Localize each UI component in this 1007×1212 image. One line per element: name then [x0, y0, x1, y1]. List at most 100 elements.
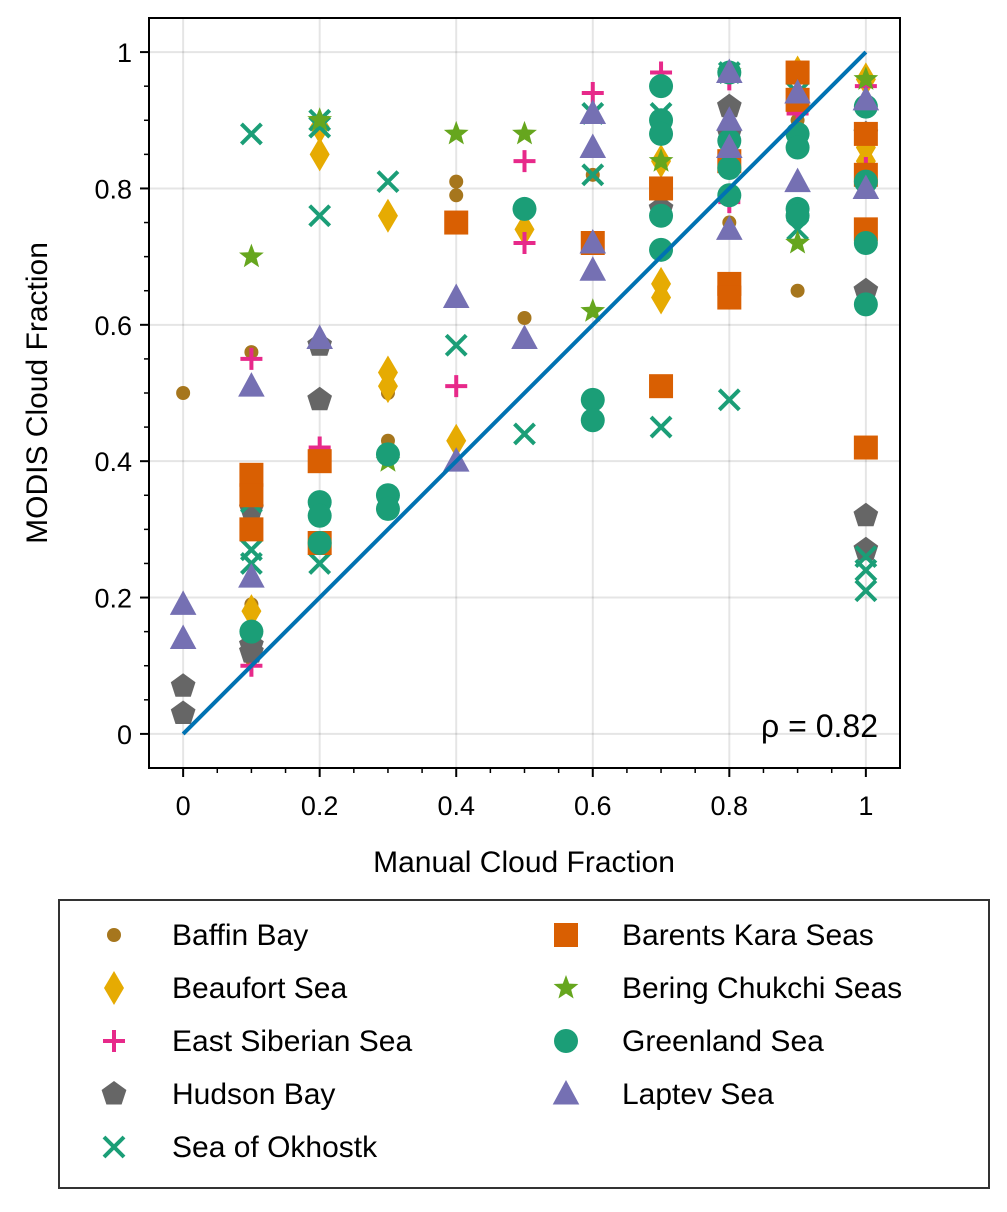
data-point: [717, 183, 742, 208]
data-point: [853, 536, 879, 561]
data-point: [307, 386, 332, 411]
data-point: [513, 232, 536, 254]
data-point: [241, 594, 262, 629]
data-point: [649, 203, 674, 228]
legend-label: East Siberian Sea: [172, 1025, 412, 1058]
legend: Baffin Bay Beaufort Sea East Siberian Sea H…: [101, 919, 902, 1164]
data-point: [854, 558, 878, 582]
data-point: [517, 311, 532, 325]
series-sea-of-okhostk: [239, 61, 878, 603]
data-point: [170, 700, 196, 724]
data-point: [648, 148, 674, 172]
data-point: [716, 133, 743, 159]
data-point: [442, 283, 470, 309]
data-point: [581, 163, 605, 187]
data-point: [239, 243, 264, 268]
data-point: [449, 174, 464, 189]
data-point: [580, 387, 605, 412]
series-baffin-bay: [176, 113, 873, 666]
data-point: [444, 333, 468, 357]
x-tick-label: 0.4: [437, 791, 475, 821]
data-point: [649, 74, 674, 99]
y-tick-label: 0.6: [94, 311, 132, 341]
data-point: [716, 106, 743, 131]
data-point: [176, 386, 191, 400]
data-point: [449, 188, 464, 203]
data-point: [580, 298, 606, 322]
data-point: [239, 483, 264, 508]
y-tick-label: 0.2: [94, 584, 132, 614]
data-point: [445, 375, 468, 398]
data-point: [649, 121, 674, 146]
data-point: [375, 496, 400, 521]
legend-marker: [107, 928, 121, 942]
legend-marker: [102, 1135, 126, 1159]
data-point: [307, 107, 332, 131]
data-point: [784, 167, 811, 193]
data-point: [853, 292, 878, 317]
y-tick-label: 0.8: [94, 174, 132, 204]
data-point: [852, 85, 880, 111]
one-to-one-line: [181, 50, 868, 736]
legend-item: Laptev Sea: [552, 1078, 774, 1111]
legend-item: Sea of Okhostk: [102, 1131, 378, 1164]
data-point: [717, 93, 742, 118]
legend-item: Barents Kara Seas: [554, 919, 874, 952]
data-point: [308, 552, 332, 575]
legend-item: Greenland Sea: [554, 1025, 824, 1058]
x-tick-label: 0: [176, 791, 191, 821]
series-beaufort-sea: [241, 55, 876, 629]
data-point: [853, 231, 878, 255]
data-point: [309, 137, 330, 172]
data-point: [239, 462, 264, 487]
legend-label: Baffin Bay: [172, 919, 308, 952]
data-point: [790, 283, 805, 298]
data-point: [170, 673, 196, 697]
data-point: [512, 120, 537, 145]
y-tick-label: 0.4: [94, 447, 132, 477]
series-bering-chukchi-seas: [239, 59, 879, 472]
correlation-annotation: ρ = 0.82: [761, 708, 878, 744]
data-point: [238, 372, 265, 397]
series-greenland-sea: [239, 60, 878, 644]
data-point: [853, 502, 879, 527]
data-point: [579, 99, 607, 124]
data-point: [376, 170, 400, 194]
data-point: [377, 198, 398, 233]
data-point: [169, 624, 197, 649]
legend-label: Laptev Sea: [622, 1078, 774, 1111]
x-tick-label: 1: [858, 791, 873, 821]
x-tick-label: 0.2: [301, 791, 339, 821]
legend-item: Bering Chukchi Seas: [553, 972, 902, 1005]
data-point: [717, 388, 741, 412]
data-point: [716, 58, 743, 84]
data-point: [307, 531, 332, 555]
data-point: [377, 369, 398, 404]
legend-item: Baffin Bay: [107, 919, 308, 952]
data-point: [511, 324, 538, 349]
legend-box: [58, 899, 990, 1189]
legend-label: Bering Chukchi Seas: [622, 972, 902, 1005]
data-point: [854, 579, 878, 603]
data-point: [308, 204, 332, 228]
reference-line-group: [181, 50, 868, 736]
legend-item: East Siberian Sea: [103, 1025, 412, 1058]
y-tick-label: 0: [117, 720, 132, 750]
data-point: [306, 324, 333, 349]
series-east-siberian-sea: [240, 61, 877, 677]
data-point: [375, 442, 400, 467]
x-tick-label: 0.6: [574, 791, 612, 821]
legend-label: Beaufort Sea: [172, 972, 347, 1005]
data-point: [169, 590, 197, 615]
data-point: [579, 133, 607, 159]
legend-marker: [554, 923, 578, 947]
data-point: [579, 256, 607, 281]
legend-marker: [553, 975, 579, 999]
data-point: [785, 135, 810, 160]
legend-label: Greenland Sea: [622, 1025, 824, 1058]
legend-item: Beaufort Sea: [104, 971, 347, 1005]
legend-label: Sea of Okhostk: [172, 1131, 378, 1164]
data-point: [239, 517, 264, 542]
data-point: [238, 563, 265, 588]
